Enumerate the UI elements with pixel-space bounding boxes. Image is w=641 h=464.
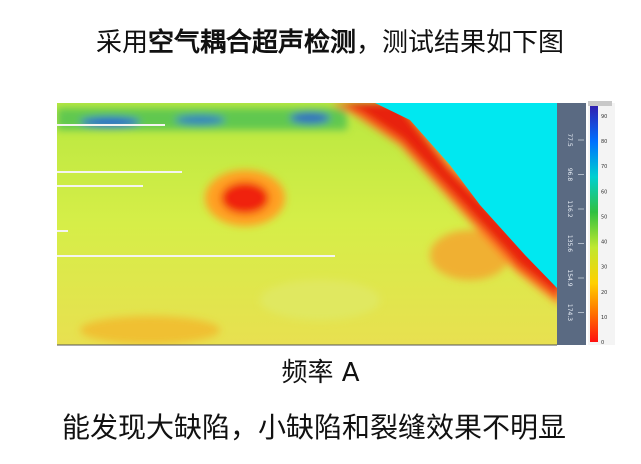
scale-label: 40	[601, 240, 607, 246]
scale-label: 10	[601, 315, 607, 321]
scale-label: 50	[601, 214, 607, 220]
caption: 频率 A	[281, 358, 360, 388]
heading-emphasis: 空气耦合超声检测	[148, 28, 357, 58]
scale-label: 60	[601, 189, 607, 195]
ruler-label: 174.3	[566, 304, 573, 321]
ruler	[557, 103, 586, 345]
scale-label: 90	[601, 114, 607, 120]
color-bar	[590, 106, 598, 342]
ruler-label: 154.9	[566, 269, 573, 286]
ruler-label: 116.2	[566, 200, 573, 217]
scale-label: 70	[601, 164, 607, 170]
ruler-label: 96.8	[566, 168, 573, 182]
ruler-label: 135.6	[566, 235, 573, 252]
heading: 采用空气耦合超声检测，测试结果如下图	[96, 22, 564, 59]
heatmap	[57, 103, 557, 345]
scale-cap	[588, 101, 612, 106]
heading-suffix: ，测试结果如下图	[356, 28, 565, 58]
scale-label: 0	[601, 340, 604, 346]
scale-label: 20	[601, 290, 607, 296]
ruler-label: 77.5	[566, 133, 573, 147]
scale-label: 30	[601, 265, 607, 271]
heading-prefix: 采用	[96, 28, 149, 58]
conclusion: 能发现大缺陷，小缺陷和裂缝效果不明显	[62, 411, 567, 444]
scale-label: 80	[601, 139, 607, 145]
